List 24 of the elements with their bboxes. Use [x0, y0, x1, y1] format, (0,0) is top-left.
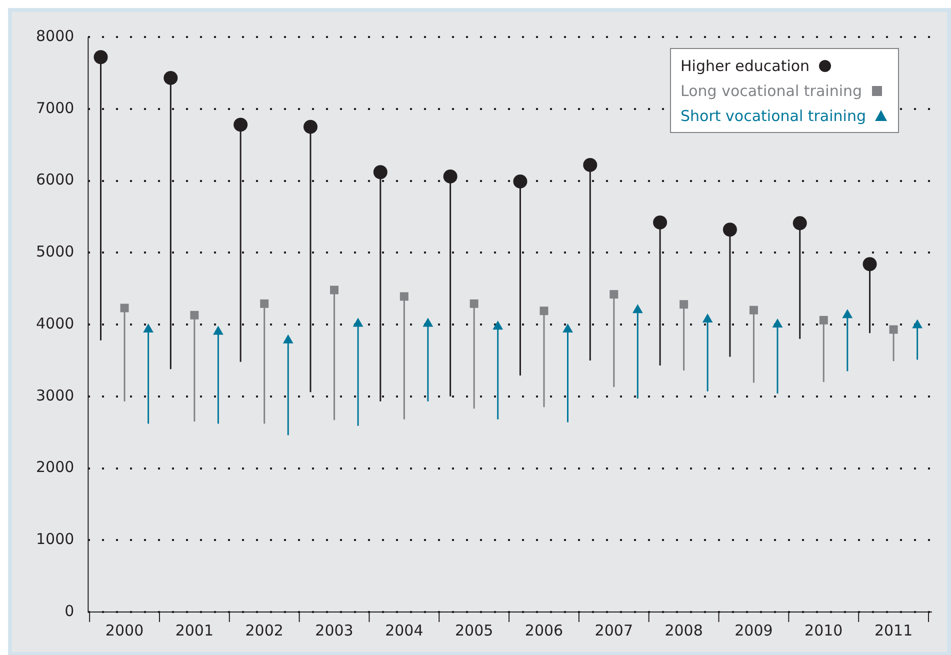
x-tick-label: 2010: [804, 621, 843, 640]
x-tick-label: 2003: [315, 621, 354, 640]
x-tick-label: 2005: [454, 621, 494, 640]
legend-label: Long vocational training: [680, 82, 862, 100]
x-tick-label: 2000: [105, 621, 144, 640]
x-tick-label: 2001: [175, 621, 214, 640]
x-tick-label: 2011: [874, 621, 913, 640]
y-tick-label: 0: [64, 602, 74, 620]
x-tick-label: 2007: [594, 621, 633, 640]
y-tick-label: 4000: [36, 314, 74, 332]
x-tick-label: 2006: [524, 621, 564, 640]
y-tick-label: 6000: [36, 170, 74, 189]
y-tick-label: 5000: [36, 242, 74, 261]
x-tick-label: 2004: [385, 621, 424, 640]
x-tick-label: 2008: [664, 621, 703, 640]
y-tick-label: 2000: [36, 458, 74, 476]
x-tick-label: 2009: [734, 621, 773, 640]
legend-label: Higher education: [680, 56, 810, 74]
y-tick-label: 8000: [36, 26, 74, 45]
y-tick-label: 7000: [36, 98, 74, 117]
legend-label: Short vocational training: [680, 106, 866, 124]
y-tick-label: 1000: [36, 530, 74, 548]
y-tick-label: 3000: [36, 386, 74, 404]
x-tick-label: 2002: [245, 621, 284, 640]
